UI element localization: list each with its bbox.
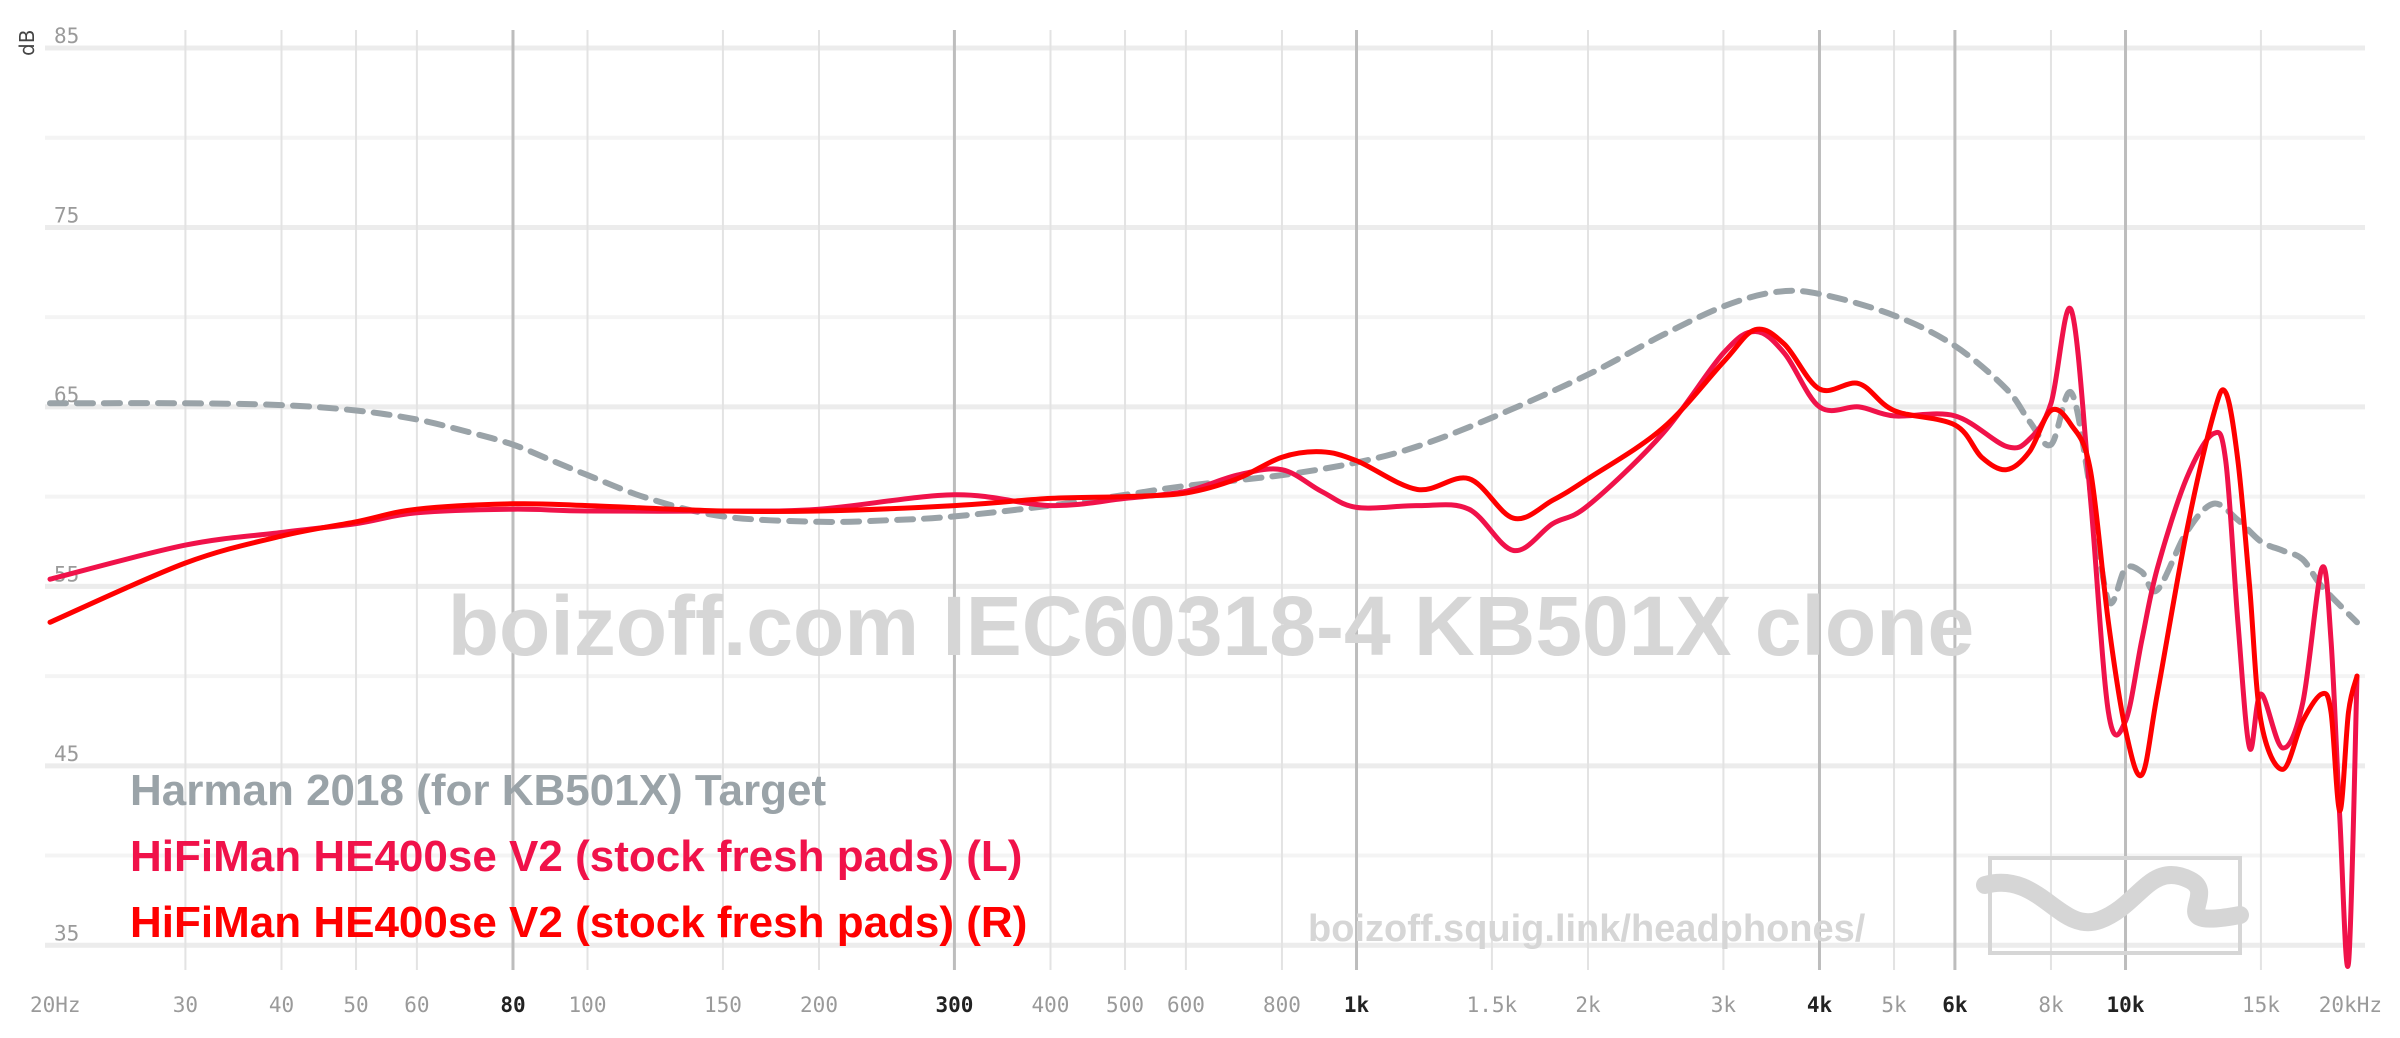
y-tick-label: 75 bbox=[54, 203, 79, 227]
watermark-text: boizoff.com IEC60318-4 KB501X clone bbox=[448, 579, 1974, 673]
x-tick-label: 20kHz bbox=[2319, 993, 2382, 1017]
x-tick-label: 2k bbox=[1575, 993, 1601, 1017]
x-tick-label: 10k bbox=[2107, 993, 2145, 1017]
x-tick-label: 50 bbox=[343, 993, 368, 1017]
legend-entry-left[interactable]: HiFiMan HE400se V2 (stock fresh pads) (L… bbox=[130, 832, 1022, 881]
x-tick-label: 600 bbox=[1167, 993, 1205, 1017]
x-tick-label: 100 bbox=[569, 993, 607, 1017]
x-tick-label: 800 bbox=[1263, 993, 1301, 1017]
x-axis-ticks: 20Hz 30 40 50 60 80 100 150 200 300 400 500 600 800 1k… bbox=[30, 993, 2382, 1017]
x-tick-label: 1.5k bbox=[1467, 993, 1518, 1017]
x-tick-label: 5k bbox=[1881, 993, 1907, 1017]
grid bbox=[45, 30, 2365, 970]
x-tick-label: 60 bbox=[404, 993, 429, 1017]
x-tick-label: 15k bbox=[2242, 993, 2280, 1017]
x-tick-label: 400 bbox=[1032, 993, 1070, 1017]
target-curve bbox=[47, 287, 2360, 626]
y-tick-label: 45 bbox=[54, 742, 79, 766]
x-tick-label: 30 bbox=[173, 993, 198, 1017]
x-tick-label: 40 bbox=[269, 993, 294, 1017]
x-tick-label: 1k bbox=[1344, 993, 1370, 1017]
x-tick-label: 6k bbox=[1942, 993, 1968, 1017]
legend: Harman 2018 (for KB501X) Target HiFiMan H… bbox=[130, 766, 1027, 947]
x-tick-label: 150 bbox=[704, 993, 742, 1017]
squiglink-logo bbox=[1976, 856, 2249, 955]
x-tick-label: 4k bbox=[1807, 993, 1833, 1017]
y-tick-label: 85 bbox=[54, 24, 79, 48]
site-url-text: boizoff.squig.link/headphones/ bbox=[1308, 908, 1866, 950]
right-channel-curve bbox=[47, 326, 2360, 814]
x-tick-label: 80 bbox=[500, 993, 525, 1017]
x-tick-label: 500 bbox=[1106, 993, 1144, 1017]
x-tick-label: 300 bbox=[935, 993, 973, 1017]
x-tick-label: 200 bbox=[800, 993, 838, 1017]
x-tick-label: 3k bbox=[1711, 993, 1737, 1017]
legend-entry-target[interactable]: Harman 2018 (for KB501X) Target bbox=[130, 766, 826, 815]
y-tick-label: 35 bbox=[54, 921, 79, 945]
curves bbox=[47, 287, 2360, 969]
y-axis-unit-label: dB bbox=[15, 30, 39, 56]
legend-entry-right[interactable]: HiFiMan HE400se V2 (stock fresh pads) (R… bbox=[130, 898, 1027, 947]
x-tick-label: 8k bbox=[2038, 993, 2064, 1017]
x-tick-label: 20Hz bbox=[30, 993, 81, 1017]
